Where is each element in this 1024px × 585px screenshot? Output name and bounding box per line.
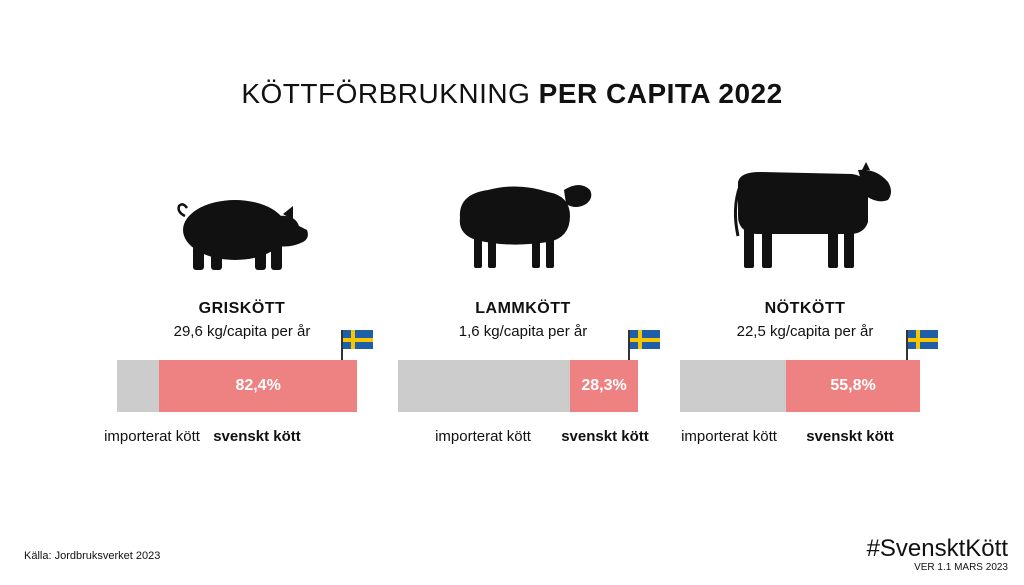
swedish-flag-icon [906, 330, 938, 360]
stacked-bar: 28,3% [398, 360, 638, 412]
data-label: 28,3% [581, 377, 627, 394]
category-label: GRISKÖTT [198, 300, 286, 317]
legend-imported: importerat kött [435, 428, 531, 445]
hashtag: #SvensktKött [866, 535, 1008, 562]
stacked-bar: 82,4% [117, 360, 357, 412]
category-label: LAMMKÖTT [475, 300, 571, 317]
per-capita-value: 29,6 kg/capita per år [173, 323, 311, 340]
panel-pork: GRISKÖTT 29,6 kg/capita per år 82,4% imp… [104, 160, 373, 470]
panel-lamb: LAMMKÖTT 1,6 kg/capita per år 28,3% impo… [398, 160, 660, 470]
swedish-flag-icon [341, 330, 373, 360]
legend-swedish: svenskt kött [213, 428, 301, 445]
sheep-icon [459, 185, 592, 268]
page-title: KÖTTFÖRBRUKNING PER CAPITA 2022 [0, 78, 1024, 110]
stacked-bar: 55,8% [680, 360, 920, 412]
version-note: VER 1.1 MARS 2023 [914, 562, 1008, 573]
pig-icon [177, 200, 308, 270]
category-label: NÖTKÖTT [764, 300, 846, 317]
cow-icon [733, 162, 891, 268]
per-capita-value: 1,6 kg/capita per år [458, 323, 588, 340]
title-light: KÖTTFÖRBRUKNING [241, 78, 531, 109]
data-label: 82,4% [235, 377, 281, 394]
per-capita-value: 22,5 kg/capita per år [736, 323, 874, 340]
panel-beef: NÖTKÖTT 22,5 kg/capita per år 55,8% impo… [680, 160, 938, 470]
data-label: 55,8% [830, 377, 876, 394]
legend-swedish: svenskt kött [806, 428, 894, 445]
title-bold: PER CAPITA 2022 [538, 78, 783, 109]
bar-swedish-segment: 82,4% [159, 360, 357, 412]
legend-imported: importerat kött [681, 428, 777, 445]
legend-swedish: svenskt kött [561, 428, 649, 445]
swedish-flag-icon [628, 330, 660, 360]
source-note: Källa: Jordbruksverket 2023 [24, 550, 161, 562]
bar-swedish-segment: 28,3% [570, 360, 638, 412]
legend-imported: importerat kött [104, 428, 200, 445]
bar-swedish-segment: 55,8% [786, 360, 920, 412]
